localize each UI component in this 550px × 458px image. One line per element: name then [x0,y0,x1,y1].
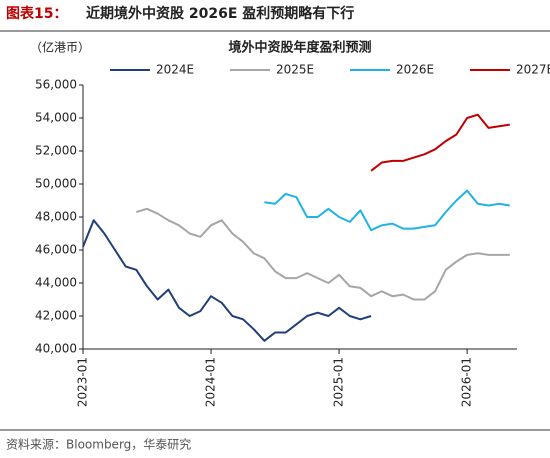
y-tick-label: 52,000 [35,144,77,158]
x-tick-label: 2023-01 [76,357,90,407]
y-tick-label: 46,000 [35,243,77,257]
y-tick-label: 56,000 [35,78,77,92]
series-line [136,207,510,301]
y-tick-label: 54,000 [35,111,77,125]
y-tick-label: 40,000 [35,342,77,356]
figure-label: 图表15： [6,5,67,22]
legend-label: 2027E [516,63,550,77]
x-tick-label: 2026-01 [460,357,474,407]
series-line [370,113,510,172]
y-axis-label: （亿港币） [30,40,90,55]
legend-label: 2024E [156,63,194,77]
series-line [82,219,372,342]
legend-label: 2026E [396,63,434,77]
x-tick-label: 2024-01 [204,357,218,407]
chart-title: 近期境外中资股 2026E 盈利预期略有下行 [86,5,354,22]
y-tick-label: 50,000 [35,177,77,191]
x-tick-label: 2025-01 [332,357,346,407]
source: 资料来源：Bloomberg，华泰研究 [6,437,191,452]
y-tick-label: 42,000 [35,309,77,323]
chart-subtitle: 境外中资股年度盈利预测 [228,40,371,56]
legend-label: 2025E [276,63,314,77]
y-tick-label: 48,000 [35,210,77,224]
series-line [264,189,510,232]
y-tick-label: 44,000 [35,276,77,290]
